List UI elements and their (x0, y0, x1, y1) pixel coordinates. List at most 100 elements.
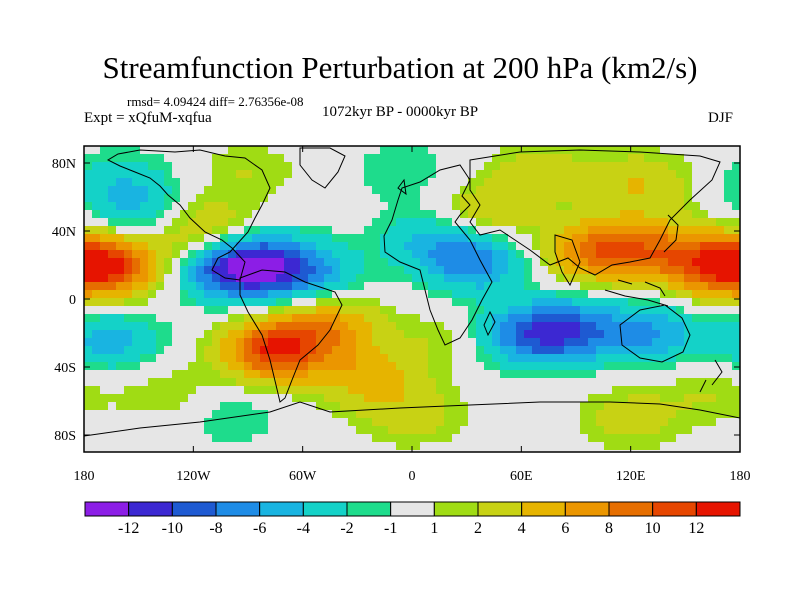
field-cell (628, 234, 636, 242)
field-cell (620, 402, 628, 410)
field-cell (148, 330, 156, 338)
field-cell (196, 274, 204, 282)
field-cell (572, 386, 580, 394)
field-cell (148, 354, 156, 362)
field-cell (620, 226, 628, 234)
field-cell (156, 378, 164, 386)
field-cell (188, 306, 196, 314)
field-cell (580, 282, 588, 290)
field-cell (156, 314, 164, 322)
field-cell (156, 410, 164, 418)
field-cell (644, 394, 652, 402)
field-cell (196, 394, 204, 402)
field-cell (364, 282, 372, 290)
field-cell (716, 394, 724, 402)
field-cell (132, 266, 140, 274)
field-cell (476, 290, 484, 298)
field-cell (116, 322, 124, 330)
field-cell (612, 274, 620, 282)
field-cell (340, 314, 348, 322)
field-cell (92, 434, 100, 442)
field-cell (308, 386, 316, 394)
field-cell (92, 202, 100, 210)
field-cell (516, 410, 524, 418)
field-cell (260, 234, 268, 242)
field-cell (532, 298, 540, 306)
field-cell (484, 370, 492, 378)
field-cell (324, 170, 332, 178)
field-cell (132, 250, 140, 258)
field-cell (508, 250, 516, 258)
field-cell (300, 410, 308, 418)
field-cell (172, 378, 180, 386)
field-cell (380, 434, 388, 442)
field-cell (508, 362, 516, 370)
field-cell (180, 378, 188, 386)
field-cell (116, 306, 124, 314)
field-cell (316, 434, 324, 442)
field-cell (492, 210, 500, 218)
field-cell (220, 186, 228, 194)
field-cell (692, 386, 700, 394)
field-cell (156, 274, 164, 282)
field-cell (420, 186, 428, 194)
field-cell (572, 242, 580, 250)
field-cell (212, 170, 220, 178)
field-cell (148, 418, 156, 426)
field-cell (132, 426, 140, 434)
field-cell (532, 210, 540, 218)
field-cell (676, 410, 684, 418)
field-cell (492, 378, 500, 386)
field-cell (620, 418, 628, 426)
field-cell (308, 378, 316, 386)
field-cell (596, 378, 604, 386)
field-cell (668, 298, 676, 306)
field-cell (140, 170, 148, 178)
field-cell (476, 330, 484, 338)
field-cell (548, 322, 556, 330)
field-cell (220, 338, 228, 346)
field-cell (460, 266, 468, 274)
field-cell (572, 202, 580, 210)
field-cell (276, 218, 284, 226)
field-cell (188, 354, 196, 362)
field-cell (532, 146, 540, 154)
colorbar-swatch (390, 501, 435, 517)
field-cell (196, 298, 204, 306)
field-cell (108, 346, 116, 354)
field-cell (340, 378, 348, 386)
field-cell (548, 402, 556, 410)
field-cell (236, 418, 244, 426)
field-cell (612, 202, 620, 210)
field-cell (324, 378, 332, 386)
field-cell (492, 178, 500, 186)
field-cell (404, 170, 412, 178)
field-cell (116, 210, 124, 218)
field-cell (724, 178, 732, 186)
field-cell (612, 450, 620, 452)
field-cell (348, 394, 356, 402)
field-cell (420, 434, 428, 442)
field-cell (732, 234, 740, 242)
field-cell (340, 306, 348, 314)
field-cell (380, 226, 388, 234)
field-cell (692, 186, 700, 194)
field-cell (668, 442, 676, 450)
field-cell (380, 194, 388, 202)
field-cell (180, 298, 188, 306)
field-cell (508, 178, 516, 186)
field-cell (356, 242, 364, 250)
field-cell (404, 306, 412, 314)
field-cell (588, 226, 596, 234)
field-cell (188, 338, 196, 346)
field-cell (212, 298, 220, 306)
field-cell (228, 186, 236, 194)
field-cell (100, 210, 108, 218)
field-cell (612, 346, 620, 354)
field-cell (436, 226, 444, 234)
field-cell (404, 394, 412, 402)
field-cell (388, 226, 396, 234)
field-cell (676, 274, 684, 282)
field-cell (276, 442, 284, 450)
field-cell (708, 402, 716, 410)
